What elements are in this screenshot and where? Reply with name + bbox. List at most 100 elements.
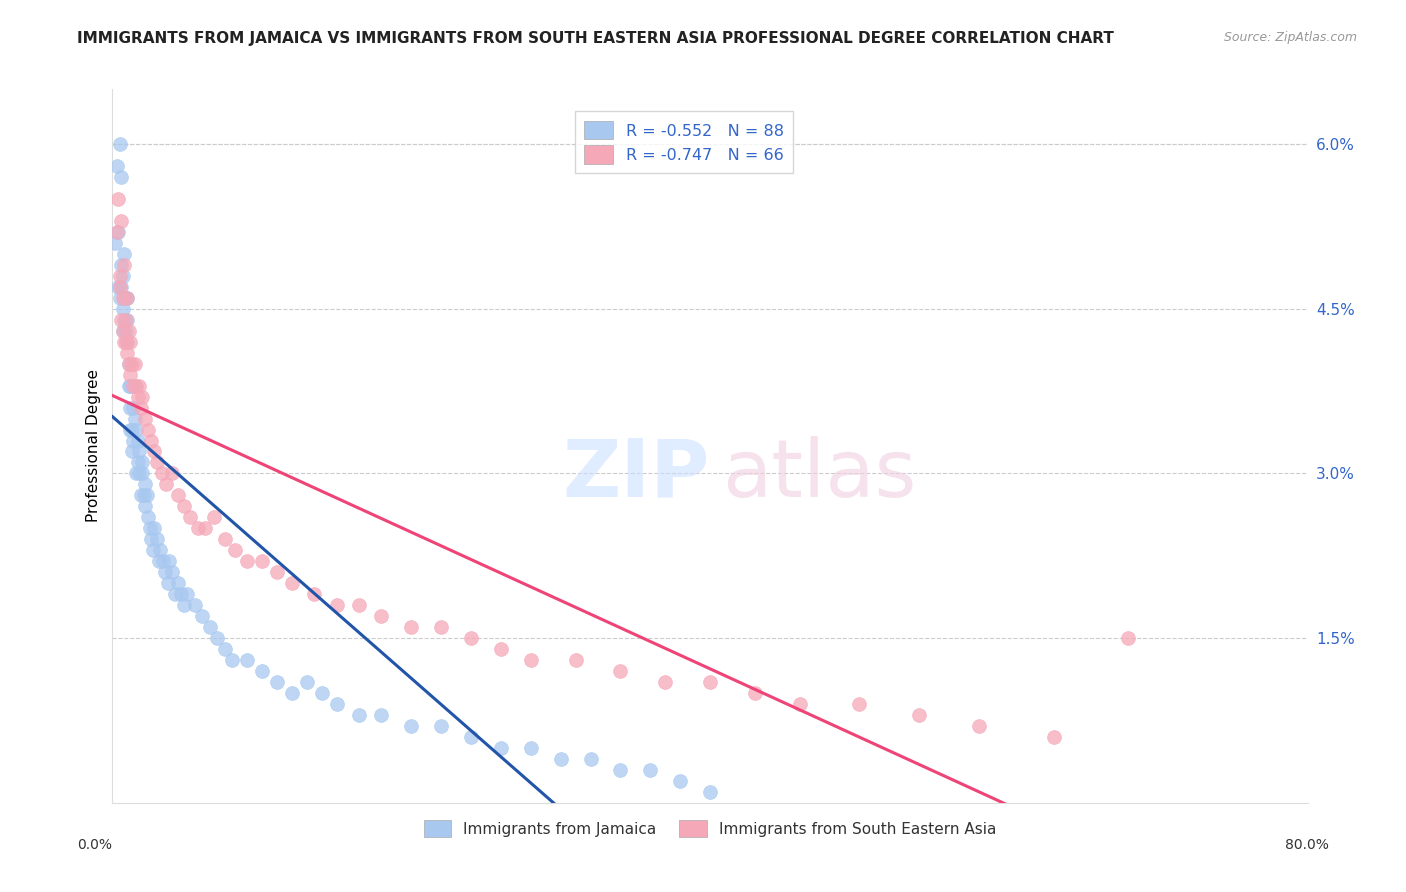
Point xyxy=(173,500,195,514)
Point xyxy=(302,587,325,601)
Point xyxy=(520,740,543,755)
Point xyxy=(127,390,149,404)
Point xyxy=(120,334,142,349)
Point xyxy=(162,566,183,580)
Point xyxy=(121,444,143,458)
Point xyxy=(699,785,721,799)
Point xyxy=(579,752,602,766)
Point xyxy=(146,455,169,469)
Point xyxy=(325,598,347,612)
Point xyxy=(669,773,692,788)
Point xyxy=(108,137,131,152)
Point xyxy=(143,521,166,535)
Point xyxy=(125,423,148,437)
Point xyxy=(347,708,370,723)
Point xyxy=(142,543,165,558)
Point xyxy=(131,390,153,404)
Point xyxy=(167,576,190,591)
Text: 80.0%: 80.0% xyxy=(1285,838,1329,852)
Point xyxy=(176,587,198,601)
Point xyxy=(146,533,169,547)
Point xyxy=(191,609,214,624)
Point xyxy=(134,500,156,514)
Point xyxy=(134,477,156,491)
Point xyxy=(139,521,162,535)
Point xyxy=(153,566,176,580)
Point xyxy=(148,554,170,568)
Point xyxy=(115,312,138,326)
Point xyxy=(150,467,173,481)
Point xyxy=(967,719,990,733)
Point xyxy=(124,378,146,392)
Point xyxy=(110,312,132,326)
Point xyxy=(149,543,172,558)
Point xyxy=(224,543,246,558)
Point xyxy=(179,510,201,524)
Point xyxy=(117,291,139,305)
Text: atlas: atlas xyxy=(723,435,917,514)
Point xyxy=(162,467,183,481)
Point xyxy=(124,411,146,425)
Point xyxy=(132,488,155,502)
Point xyxy=(115,334,138,349)
Point xyxy=(108,280,131,294)
Point xyxy=(157,554,180,568)
Text: IMMIGRANTS FROM JAMAICA VS IMMIGRANTS FROM SOUTH EASTERN ASIA PROFESSIONAL DEGRE: IMMIGRANTS FROM JAMAICA VS IMMIGRANTS FR… xyxy=(77,31,1114,46)
Point xyxy=(848,697,870,711)
Point xyxy=(117,291,139,305)
Point xyxy=(143,444,166,458)
Point xyxy=(214,533,236,547)
Point xyxy=(640,763,662,777)
Point xyxy=(550,752,572,766)
Point xyxy=(370,708,392,723)
Point xyxy=(460,631,482,645)
Point xyxy=(125,378,148,392)
Point xyxy=(654,675,676,690)
Point xyxy=(236,653,259,667)
Point xyxy=(250,664,273,678)
Point xyxy=(128,467,150,481)
Point xyxy=(520,653,543,667)
Point xyxy=(115,291,138,305)
Point xyxy=(107,280,129,294)
Point xyxy=(118,357,141,371)
Point xyxy=(789,697,811,711)
Point xyxy=(250,554,273,568)
Point xyxy=(430,719,453,733)
Point xyxy=(430,620,453,634)
Point xyxy=(108,291,131,305)
Text: ZIP: ZIP xyxy=(562,435,710,514)
Point xyxy=(117,312,139,326)
Point xyxy=(111,324,134,338)
Point xyxy=(107,225,129,239)
Point xyxy=(183,598,205,612)
Point xyxy=(114,334,135,349)
Point xyxy=(205,631,228,645)
Point xyxy=(117,345,139,359)
Point xyxy=(156,576,179,591)
Point xyxy=(1118,631,1140,645)
Point xyxy=(609,763,631,777)
Point xyxy=(165,587,187,601)
Point xyxy=(127,434,149,448)
Point xyxy=(281,576,304,591)
Point xyxy=(281,686,304,700)
Point xyxy=(134,411,156,425)
Point xyxy=(699,675,721,690)
Point xyxy=(214,642,236,657)
Point xyxy=(105,159,128,173)
Point xyxy=(111,324,134,338)
Point xyxy=(202,510,225,524)
Point xyxy=(118,357,141,371)
Point xyxy=(744,686,766,700)
Point xyxy=(155,477,177,491)
Point xyxy=(110,258,132,272)
Point xyxy=(120,368,142,382)
Point xyxy=(122,401,145,415)
Point xyxy=(138,510,160,524)
Point xyxy=(141,434,163,448)
Point xyxy=(110,214,132,228)
Point xyxy=(152,554,174,568)
Point xyxy=(114,258,135,272)
Point xyxy=(128,378,150,392)
